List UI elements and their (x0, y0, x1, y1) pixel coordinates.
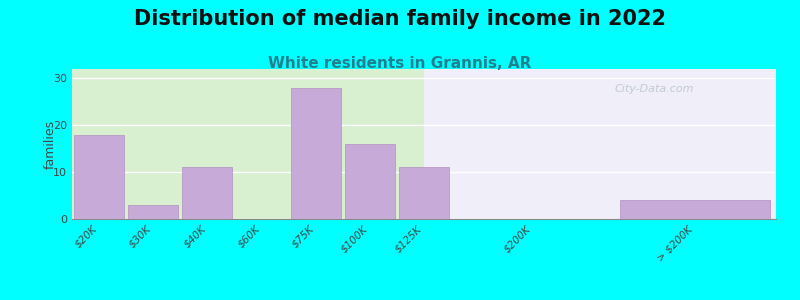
Text: City-Data.com: City-Data.com (614, 84, 694, 94)
Bar (290, 88, 341, 219)
Y-axis label: families: families (44, 119, 57, 169)
Bar (128, 205, 178, 219)
Bar (74, 135, 124, 219)
Text: White residents in Grannis, AR: White residents in Grannis, AR (268, 56, 532, 70)
Bar (399, 167, 449, 219)
Text: Distribution of median family income in 2022: Distribution of median family income in … (134, 9, 666, 29)
Bar (620, 200, 770, 219)
Bar (345, 144, 394, 219)
Bar (72, 69, 424, 219)
Bar (424, 69, 776, 219)
Bar (182, 167, 232, 219)
